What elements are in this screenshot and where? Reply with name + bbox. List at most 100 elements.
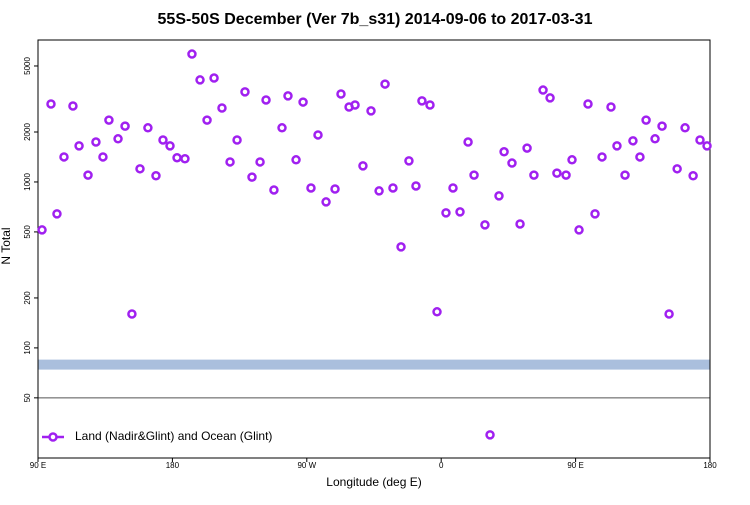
data-point: [380, 79, 390, 89]
data-point: [515, 219, 525, 229]
data-point: [635, 152, 645, 162]
y-tick-label: 5000: [23, 57, 32, 75]
data-point: [396, 242, 406, 252]
data-point: [522, 143, 532, 153]
data-point: [59, 152, 69, 162]
data-point: [104, 115, 114, 125]
data-point: [269, 185, 279, 195]
data-point: [172, 152, 182, 163]
data-point: [583, 99, 593, 109]
x-tick-label: 180: [703, 461, 717, 470]
data-point: [255, 157, 265, 167]
data-point: [120, 121, 130, 131]
data-point: [180, 153, 190, 164]
data-point: [209, 73, 219, 83]
data-point: [151, 171, 161, 181]
data-point: [306, 183, 316, 193]
data-point: [417, 96, 427, 106]
data-point: [469, 170, 479, 180]
data-point: [480, 220, 490, 230]
data-point: [657, 121, 667, 131]
data-point: [202, 115, 212, 125]
data-point: [597, 152, 607, 162]
data-point: [702, 141, 712, 151]
data-point: [672, 164, 682, 174]
data-point: [574, 225, 584, 235]
legend-marker: [48, 432, 58, 442]
y-tick-label: 50: [23, 393, 32, 402]
data-point: [313, 130, 323, 140]
y-tick-label: 500: [23, 225, 32, 239]
data-point: [291, 155, 301, 165]
data-point: [432, 307, 442, 317]
data-point: [650, 134, 660, 144]
data-point: [135, 164, 145, 174]
data-point: [680, 123, 690, 133]
data-point: [620, 170, 630, 180]
data-point: [52, 209, 62, 219]
data-point: [448, 183, 458, 193]
data-point: [567, 155, 577, 165]
x-tick-label: 90 W: [297, 461, 316, 470]
data-point: [561, 170, 571, 180]
y-axis-label: N Total: [0, 227, 13, 264]
data-point: [98, 152, 108, 162]
data-point: [283, 91, 293, 101]
data-point: [127, 309, 137, 319]
data-point: [165, 141, 175, 151]
data-point: [350, 100, 360, 110]
y-tick-label: 2000: [23, 123, 32, 141]
data-point: [552, 168, 562, 178]
chart-title: 55S-50S December (Ver 7b_s31) 2014-09-06…: [158, 11, 593, 28]
data-point: [143, 123, 153, 133]
data-point: [187, 49, 197, 59]
data-point: [688, 171, 698, 181]
data-point: [225, 157, 235, 167]
data-point: [485, 430, 495, 440]
data-point: [695, 135, 705, 145]
y-tick-label: 1000: [23, 173, 32, 191]
data-point: [441, 208, 451, 218]
data-point: [641, 115, 651, 125]
data-point: [240, 87, 250, 97]
data-point: [507, 158, 517, 168]
data-point: [590, 209, 600, 219]
data-point: [366, 106, 376, 116]
y-tick-label: 100: [23, 341, 32, 355]
data-point: [68, 101, 78, 111]
band: [38, 359, 710, 370]
x-tick-label: 90 E: [30, 461, 46, 470]
data-point: [46, 99, 56, 109]
data-point: [529, 170, 539, 180]
data-point: [113, 134, 123, 144]
legend-label: Land (Nadir&Glint) and Ocean (Glint): [75, 429, 272, 443]
data-point: [425, 100, 435, 110]
data-point: [330, 184, 340, 194]
data-point: [612, 141, 622, 151]
data-point: [463, 137, 473, 147]
data-point: [388, 183, 398, 193]
data-point: [538, 85, 548, 95]
data-point: [321, 197, 331, 207]
data-point: [411, 181, 421, 191]
data-point: [261, 95, 271, 105]
x-tick-label: 180: [166, 461, 180, 470]
data-point: [158, 135, 168, 145]
data-point: [374, 186, 384, 196]
data-point: [404, 156, 414, 166]
x-tick-label: 90 E: [567, 461, 583, 470]
data-point: [195, 75, 205, 85]
y-tick-label: 200: [23, 291, 32, 305]
data-point: [232, 135, 242, 145]
data-point: [298, 97, 308, 107]
x-axis-label: Longitude (deg E): [326, 475, 421, 489]
data-point: [37, 225, 47, 235]
x-tick-label: 0: [439, 461, 444, 470]
data-point: [217, 103, 227, 113]
data-point: [628, 136, 638, 146]
data-point: [83, 170, 93, 180]
data-point: [664, 309, 674, 319]
data-point: [91, 137, 101, 147]
data-point: [247, 172, 257, 182]
